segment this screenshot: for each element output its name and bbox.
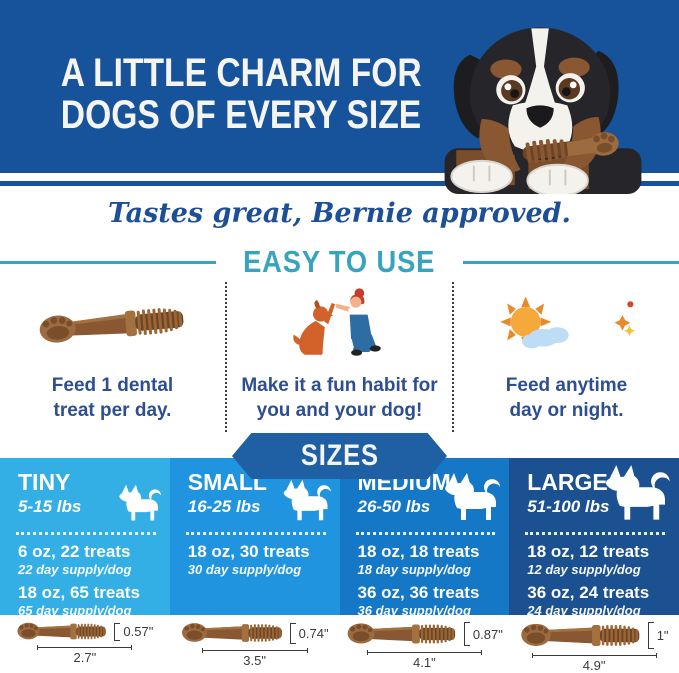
- dog-silhouette-icon: [441, 472, 501, 522]
- length-label: 4.1": [413, 655, 436, 670]
- treat-size-large-figure: 1" 4.9": [509, 615, 679, 673]
- thickness-label: 1": [656, 628, 669, 643]
- dog-silhouette-icon: [601, 464, 671, 522]
- length-arrow: [531, 653, 657, 658]
- size-name: LARGE: [527, 469, 608, 495]
- length-arrow: [37, 645, 133, 650]
- heading-rule-right: [462, 260, 679, 264]
- treat-dimensions-row: 0.57" 2.7" 0.74" 3.5" 0.87" 4.1": [0, 615, 679, 673]
- option-sub: 24 day supply/dog: [527, 602, 641, 618]
- thickness-label: 0.57": [123, 624, 154, 639]
- option-sub: 22 day supply/dog: [18, 561, 132, 577]
- treat-size-tiny-figure: 0.57" 2.7": [0, 615, 170, 673]
- weight-range: 51-100 lbs: [527, 497, 610, 516]
- option-sub: 12 day supply/dog: [527, 561, 641, 577]
- treat-size-small-figure: 0.74" 3.5": [170, 615, 340, 673]
- option-line: 6 oz, 22 treats: [18, 542, 131, 561]
- step-feed-daily: Feed 1 dental treat per day.: [0, 282, 225, 432]
- weight-range: 5-15 lbs: [18, 497, 82, 516]
- option-line: 18 oz, 18 treats: [357, 542, 480, 561]
- size-name: TINY: [18, 469, 71, 495]
- weight-range: 16-25 lbs: [187, 497, 261, 516]
- option-line: 18 oz, 12 treats: [527, 542, 650, 561]
- step-fun-habit: Make it a fun habit for you and your dog…: [225, 282, 452, 432]
- easy-to-use-steps: Feed 1 dental treat per day.: [0, 282, 679, 432]
- size-columns: TINY 5-15 lbs 6 oz, 22 treats 22 day sup…: [0, 458, 679, 618]
- length-label: 3.5": [243, 653, 266, 668]
- dog-silhouette-icon: [280, 479, 332, 522]
- option-sub: 18 day supply/dog: [357, 561, 471, 577]
- thickness-label: 0.74": [298, 625, 329, 641]
- option-line: 18 oz, 30 treats: [187, 542, 310, 561]
- thickness-bracket: [647, 622, 654, 649]
- sizes-ribbon: SIZES: [232, 433, 447, 479]
- dotted-separator: [525, 532, 665, 535]
- treat-image: [346, 620, 459, 648]
- size-column-small: SMALL 16-25 lbs 18 oz, 30 treats 30 day …: [169, 458, 340, 615]
- size-name: SMALL: [187, 469, 267, 495]
- title-line-2: DOGS OF EVERY SIZE: [60, 93, 422, 137]
- tagline: Tastes great, Bernie approved.: [108, 198, 571, 229]
- heading-rule-left: [0, 260, 217, 264]
- fun-habit-icon: [270, 286, 410, 364]
- option-line: 36 oz, 36 treats: [357, 583, 480, 603]
- dotted-separator: [355, 532, 496, 535]
- weight-range: 26-50 lbs: [357, 497, 431, 516]
- day-night-icon: [492, 286, 642, 364]
- easy-to-use-heading-row: EASY TO USE: [0, 244, 679, 280]
- treat-size-medium-figure: 0.87" 4.1": [340, 615, 510, 673]
- option-line: 36 oz, 24 treats: [527, 583, 650, 603]
- thickness-bracket: [463, 622, 470, 646]
- size-column-medium: MEDIUM 26-50 lbs 18 oz, 18 treats 18 day…: [339, 458, 510, 618]
- length-label: 4.9": [582, 658, 606, 673]
- option-sub: 30 day supply/dog: [187, 561, 302, 577]
- size-column-large: LARGE 51-100 lbs 18 oz, 12 treats 12 day…: [509, 458, 679, 618]
- easy-to-use-heading: EASY TO USE: [243, 244, 436, 279]
- option-sub: 65 day supply/dog: [18, 602, 132, 618]
- thickness-label: 0.87": [472, 626, 503, 642]
- divider-stripe: [0, 181, 679, 186]
- dotted-separator: [16, 532, 156, 535]
- length-arrow: [201, 648, 308, 653]
- thickness-bracket: [289, 622, 296, 644]
- dotted-separator: [185, 532, 326, 535]
- option-sub: 36 day supply/dog: [357, 602, 471, 618]
- step-caption: Feed 1 dental treat per day.: [51, 375, 174, 421]
- length-label: 2.7": [73, 650, 97, 665]
- step-anytime: Feed anytime day or night.: [452, 282, 679, 432]
- title-line-1: A LITTLE CHARM FOR: [60, 51, 422, 95]
- treat-image: [181, 620, 285, 646]
- thickness-bracket: [114, 622, 121, 641]
- length-arrow: [366, 650, 482, 655]
- step-caption: Make it a fun habit for you and your dog…: [241, 375, 438, 421]
- bernese-dog-illustration: [444, 27, 642, 194]
- page-title: A LITTLE CHARM FOR DOGS OF EVERY SIZE: [28, 52, 438, 136]
- size-column-tiny: TINY 5-15 lbs 6 oz, 22 treats 22 day sup…: [0, 458, 170, 618]
- treat-image: [520, 620, 643, 651]
- sizes-heading: SIZES: [300, 439, 379, 472]
- step-caption: Feed anytime day or night.: [505, 375, 628, 421]
- dental-treat-icon: [38, 286, 188, 364]
- option-line: 18 oz, 65 treats: [18, 583, 140, 603]
- dog-silhouette-icon: [116, 484, 162, 522]
- treat-image: [16, 620, 109, 643]
